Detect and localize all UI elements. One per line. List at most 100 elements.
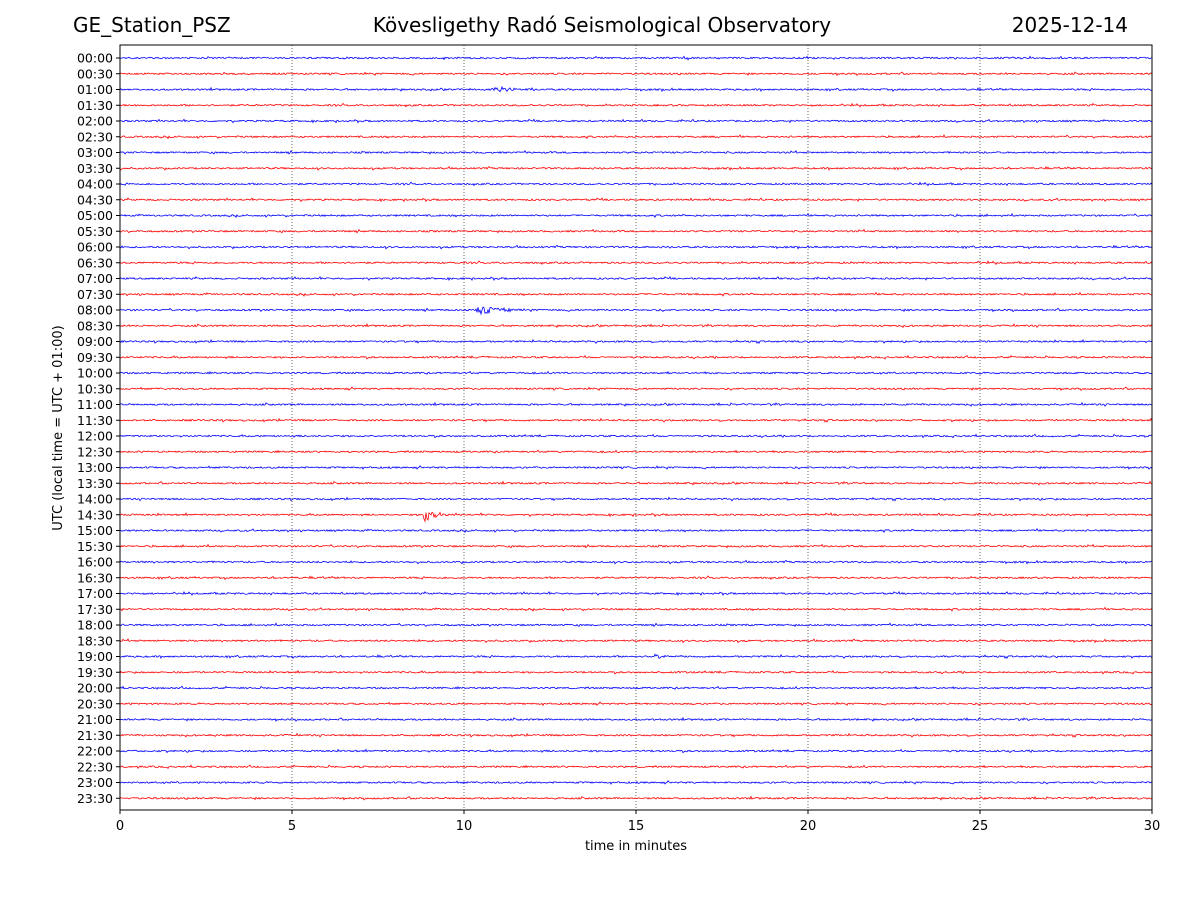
trace-2300	[119, 780, 1153, 785]
y-tick-label: 00:00	[77, 51, 113, 66]
trace-1630	[119, 575, 1153, 581]
y-tick-label: 11:30	[77, 413, 113, 428]
trace-0530	[119, 228, 1153, 234]
trace-1000	[119, 370, 1153, 375]
y-tick-label: 02:30	[77, 129, 113, 144]
y-tick-label: 01:00	[77, 82, 113, 97]
y-tick-label: 01:30	[77, 98, 113, 113]
y-tick-label: 16:00	[77, 555, 113, 570]
y-tick-label: 20:00	[77, 681, 113, 696]
trace-1200	[119, 433, 1153, 439]
y-tick-label: 17:30	[77, 602, 113, 617]
y-tick-label: 03:00	[77, 145, 113, 160]
trace-0930	[119, 354, 1153, 360]
trace-1500	[119, 528, 1153, 534]
trace-0500	[119, 212, 1153, 219]
y-tick-label: 04:00	[77, 177, 113, 192]
trace-0730	[119, 291, 1153, 297]
trace-1100	[119, 401, 1153, 407]
trace-0600	[119, 244, 1153, 250]
y-tick-label: 16:30	[77, 570, 113, 585]
y-tick-label: 12:00	[77, 429, 113, 444]
y-tick-label: 21:00	[77, 712, 113, 727]
y-tick-label: 23:30	[77, 791, 113, 806]
trace-0230	[119, 134, 1153, 140]
y-tick-label: 05:00	[77, 208, 113, 223]
x-tick-label: 15	[628, 819, 645, 834]
trace-0200	[119, 118, 1153, 124]
trace-1700	[119, 590, 1153, 597]
trace-2230	[119, 764, 1153, 770]
trace-0800	[119, 306, 1153, 316]
y-tick-label: 17:00	[77, 586, 113, 601]
y-tick-label: 08:30	[77, 318, 113, 333]
trace-1730	[119, 606, 1153, 612]
x-tick-label: 20	[800, 819, 817, 834]
y-tick-label: 12:30	[77, 444, 113, 459]
y-tick-label: 15:30	[77, 539, 113, 554]
y-tick-label: 00:30	[77, 66, 113, 81]
y-tick-label: 22:30	[77, 759, 113, 774]
trace-2130	[119, 732, 1153, 738]
grid-lines	[291, 45, 981, 810]
trace-2330	[119, 795, 1153, 801]
x-tick-label: 10	[456, 819, 473, 834]
y-tick-label: 07:00	[77, 271, 113, 286]
trace-0900	[119, 338, 1153, 344]
y-tick-label: 19:30	[77, 665, 113, 680]
y-tick-label: 13:00	[77, 460, 113, 475]
y-tick-label: 23:00	[77, 775, 113, 790]
trace-0400	[119, 181, 1153, 187]
trace-1930	[119, 669, 1153, 675]
y-tick-label: 09:30	[77, 350, 113, 365]
y-axis-label: UTC (local time = UTC + 01:00)	[51, 325, 66, 530]
trace-0430	[119, 197, 1153, 203]
observatory-title: Kövesligethy Radó Seismological Observat…	[372, 13, 832, 37]
trace-0630	[119, 260, 1153, 266]
y-tick-label: 07:30	[77, 287, 113, 302]
trace-1430	[119, 511, 1153, 523]
trace-0000	[119, 55, 1153, 61]
y-tick-label: 09:00	[77, 334, 113, 349]
y-tick-label: 08:00	[77, 303, 113, 318]
y-tick-label: 18:30	[77, 633, 113, 648]
trace-1300	[119, 465, 1153, 470]
y-tick-label: 06:30	[77, 255, 113, 270]
trace-1400	[119, 496, 1153, 502]
x-tick-label: 30	[1144, 819, 1161, 834]
trace-0700	[119, 275, 1153, 282]
x-tick-label: 25	[972, 819, 989, 834]
y-tick-label: 04:30	[77, 192, 113, 207]
y-tick-label: 20:30	[77, 696, 113, 711]
trace-1830	[119, 638, 1153, 644]
trace-2030	[119, 701, 1153, 707]
trace-0300	[119, 149, 1153, 155]
y-tick-label: 18:00	[77, 618, 113, 633]
trace-1030	[119, 386, 1153, 392]
trace-1900	[119, 653, 1153, 659]
x-tick-label: 0	[116, 819, 124, 834]
trace-2200	[119, 748, 1153, 754]
trace-0130	[119, 102, 1153, 108]
trace-2100	[119, 716, 1153, 722]
y-tick-label: 02:00	[77, 114, 113, 129]
y-tick-label: 05:30	[77, 224, 113, 239]
x-axis-label: time in minutes	[585, 839, 687, 854]
y-tick-label: 03:30	[77, 161, 113, 176]
trace-1330	[119, 480, 1153, 486]
seismic-traces	[119, 55, 1153, 801]
y-tick-label: 19:00	[77, 649, 113, 664]
y-tick-label: 22:00	[77, 744, 113, 759]
trace-2000	[119, 685, 1153, 690]
date-title: 2025-12-14	[1011, 13, 1128, 37]
y-tick-label: 13:30	[77, 476, 113, 491]
y-tick-labels: 00:0000:3001:0001:3002:0002:3003:0003:30…	[77, 51, 120, 806]
y-tick-label: 10:30	[77, 381, 113, 396]
trace-1130	[119, 417, 1153, 423]
trace-0330	[119, 165, 1153, 171]
y-tick-label: 11:00	[77, 397, 113, 412]
y-tick-label: 15:00	[77, 523, 113, 538]
y-tick-label: 14:30	[77, 507, 113, 522]
station-title: GE_Station_PSZ	[73, 13, 231, 37]
